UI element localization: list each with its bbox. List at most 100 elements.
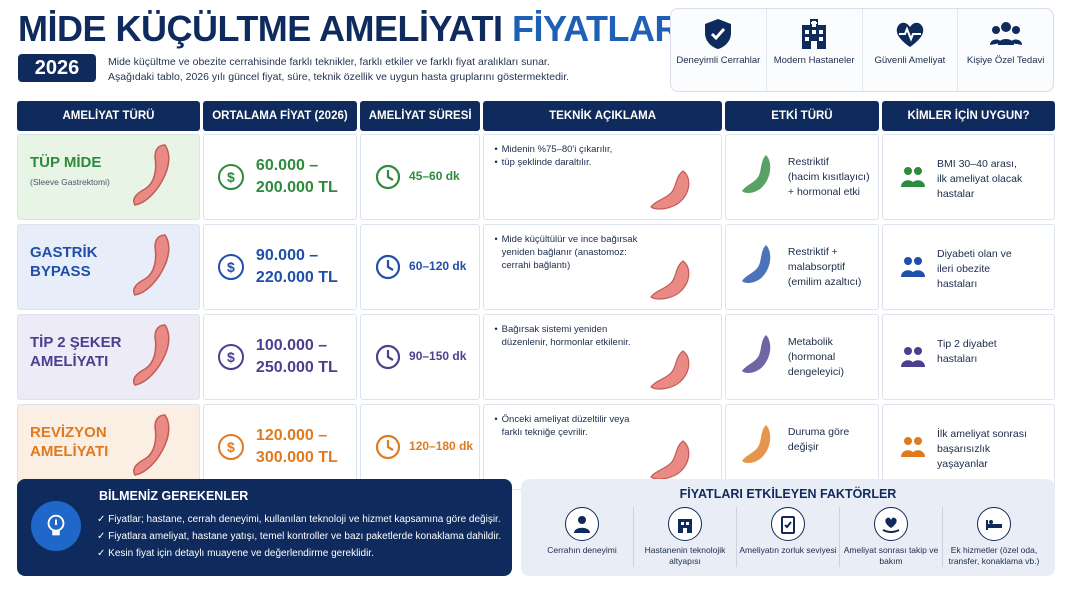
col-header: ORTALAMA FİYAT (2026) <box>202 101 358 131</box>
col-header: AMELİYAT TÜRÜ <box>17 101 200 131</box>
intro-text: Mide küçültme ve obezite cerrahisinde fa… <box>108 56 570 83</box>
who-cell: Diyabeti olan ve ileri obezite hastaları <box>882 224 1055 310</box>
stomach-icon <box>650 170 690 210</box>
table-row: GASTRİK BYPASS $ 90.000 –220.000 TL 60–12… <box>17 224 1055 310</box>
effect-line: Metabolik <box>787 336 833 348</box>
effect-line: dengeleyici) <box>787 366 844 378</box>
duration-cell: 60–120 dk <box>360 224 481 310</box>
tech-bullet: tüp şeklinde daraltılır. <box>494 156 644 169</box>
people-icon <box>901 257 925 277</box>
info-box: BİLMENİZ GEREKENLER Fiyatlar; hastane, c… <box>17 479 512 576</box>
effect-icon <box>741 245 771 283</box>
people-icon <box>901 347 925 367</box>
who-cell: BMI 30–40 arası, ilk ameliyat olacak hasta… <box>882 134 1055 220</box>
tech-cell: Midenin %75–80'i çıkarılır,tüp şeklinde … <box>483 134 722 220</box>
hospital-icon <box>668 507 702 541</box>
duration-value: 45–60 dk <box>409 169 460 183</box>
tech-cell: Önceki ameliyat düzeltilir veya farklı t… <box>483 404 722 490</box>
stomach-icon <box>650 260 690 300</box>
tech-bullet: Bağırsak sistemi yeniden düzenlenir, hor… <box>494 323 644 349</box>
effect-line: Restriktif + <box>787 246 838 258</box>
duration-value: 120–180 dk <box>409 439 474 453</box>
who-line: hastalar <box>937 188 975 200</box>
effect-cell: Restriktif (hacim kısıtlayıcı) + hormonal … <box>724 134 879 220</box>
stomach-icon <box>650 440 690 480</box>
table-header: AMELİYAT TÜRÜ ORTALAMA FİYAT (2026) AMEL… <box>17 101 1055 131</box>
who-cell: İlk ameliyat sonrası başarısızlık yaşayanl… <box>882 404 1055 490</box>
operation-name: TÜP MİDE <box>30 154 102 171</box>
col-header: TEKNİK AÇIKLAMA <box>483 101 722 131</box>
stomach-icon <box>132 324 170 386</box>
price-cell: $ 120.000 –300.000 TL <box>202 404 358 490</box>
tech-bullet: Önceki ameliyat düzeltilir veya farklı t… <box>494 413 644 439</box>
col-header: KİMLER İÇİN UYGUN? <box>882 101 1055 131</box>
list-item: Fiyatlara ameliyat, hastane yatışı, teme… <box>97 528 501 545</box>
badge-safety: Güvenli Ameliyat <box>863 9 959 91</box>
who-cell: Tip 2 diyabet hastaları <box>882 314 1055 400</box>
info-title: BİLMENİZ GEREKENLER <box>99 489 249 503</box>
stomach-icon <box>132 414 170 476</box>
col-header: ETKİ TÜRÜ <box>724 101 879 131</box>
factor-item: Ameliyat sonrası takip ve bakım <box>840 507 943 567</box>
operation-cell: REVİZYON AMELİYATI <box>17 404 200 490</box>
table-row: REVİZYON AMELİYATI $ 120.000 –300.000 TL … <box>17 404 1055 490</box>
who-line: hastaları <box>937 353 978 365</box>
dollar-icon: $ <box>217 164 244 190</box>
group-icon <box>989 22 1022 45</box>
effect-icon <box>741 335 771 373</box>
who-line: yaşayanlar <box>937 458 988 470</box>
list-item: Fiyatlar; hastane, cerrah deneyimi, kull… <box>97 511 501 528</box>
tech-bullet: Midenin %75–80'i çıkarılır, <box>494 143 644 156</box>
tech-list: Bağırsak sistemi yeniden düzenlenir, hor… <box>494 323 644 349</box>
price-value: 100.000 –250.000 TL <box>255 337 338 376</box>
feature-badges: Deneyimli Cerrahlar Modern Hastaneler Gü… <box>670 8 1054 92</box>
effect-line: değişir <box>787 441 819 453</box>
badge-surgeons: Deneyimli Cerrahlar <box>671 9 767 91</box>
factors-title: FİYATLARI ETKİLEYEN FAKTÖRLER <box>679 487 897 501</box>
heart-pulse-icon <box>896 22 924 47</box>
who-line: hastaları <box>937 278 978 290</box>
dollar-icon: $ <box>217 344 244 370</box>
tech-cell: Mide küçültülür ve ince bağırsak yeniden… <box>483 224 722 310</box>
price-value: 60.000 –200.000 TL <box>255 157 338 196</box>
duration-cell: 45–60 dk <box>360 134 481 220</box>
factor-item: Hastanenin teknolojik altyapısı <box>634 507 737 567</box>
effect-line: malabsorptif <box>787 261 846 273</box>
lightbulb-icon <box>31 501 81 551</box>
dollar-icon: $ <box>217 434 244 460</box>
col-header: AMELİYAT SÜRESİ <box>360 101 481 131</box>
operation-cell: GASTRİK BYPASS <box>17 224 200 310</box>
who-text: BMI 30–40 arası, ilk ameliyat olacak hasta… <box>937 157 1052 202</box>
operation-subtitle: (Sleeve Gastrektomi) <box>30 177 110 187</box>
care-heart-icon <box>874 507 908 541</box>
who-line: ilk ameliyat olacak <box>937 173 1023 185</box>
factors-box: FİYATLARI ETKİLEYEN FAKTÖRLER Cerrahın d… <box>521 479 1055 576</box>
tech-cell: Bağırsak sistemi yeniden düzenlenir, hor… <box>483 314 722 400</box>
factor-item: Ameliyatın zorluk seviyesi <box>737 507 840 567</box>
effect-line: (hacim kısıtlayıcı) <box>787 171 870 183</box>
badge-hospitals: Modern Hastaneler <box>767 9 863 91</box>
clock-icon <box>375 164 401 190</box>
shield-check-icon <box>705 19 732 49</box>
people-icon <box>901 167 925 187</box>
effect-text: Restriktif + malabsorptif (emilim azaltıcı… <box>788 245 862 290</box>
table-row: TİP 2 ŞEKER AMELİYATI $ 100.000 –250.000 … <box>17 314 1055 400</box>
stomach-icon <box>650 350 690 390</box>
tech-list: Önceki ameliyat düzeltilir veya farklı t… <box>494 413 644 439</box>
operation-cell: TİP 2 ŞEKER AMELİYATI <box>17 314 200 400</box>
operation-name: REVİZYON AMELİYATI <box>30 424 109 460</box>
who-line: başarısızlık <box>937 443 991 455</box>
who-line: BMI 30–40 arası, <box>937 158 1017 170</box>
effect-line: + hormonal etki <box>787 186 860 198</box>
effect-text: Metabolik (hormonal dengeleyici) <box>788 335 844 380</box>
effect-cell: Duruma göre değişir <box>724 404 879 490</box>
list-item: Kesin fiyat için detaylı muayene ve değe… <box>97 545 501 562</box>
people-icon <box>901 437 925 457</box>
badge-personal: Kişiye Özel Tedavi <box>958 9 1053 91</box>
who-text: İlk ameliyat sonrası başarısızlık yaşayanl… <box>937 427 1052 472</box>
who-line: Diyabeti olan ve <box>937 248 1012 260</box>
operation-name: GASTRİK BYPASS <box>30 244 98 280</box>
price-cell: $ 60.000 –200.000 TL <box>202 134 358 220</box>
stomach-icon <box>132 234 170 296</box>
info-list: Fiyatlar; hastane, cerrah deneyimi, kull… <box>97 511 501 562</box>
